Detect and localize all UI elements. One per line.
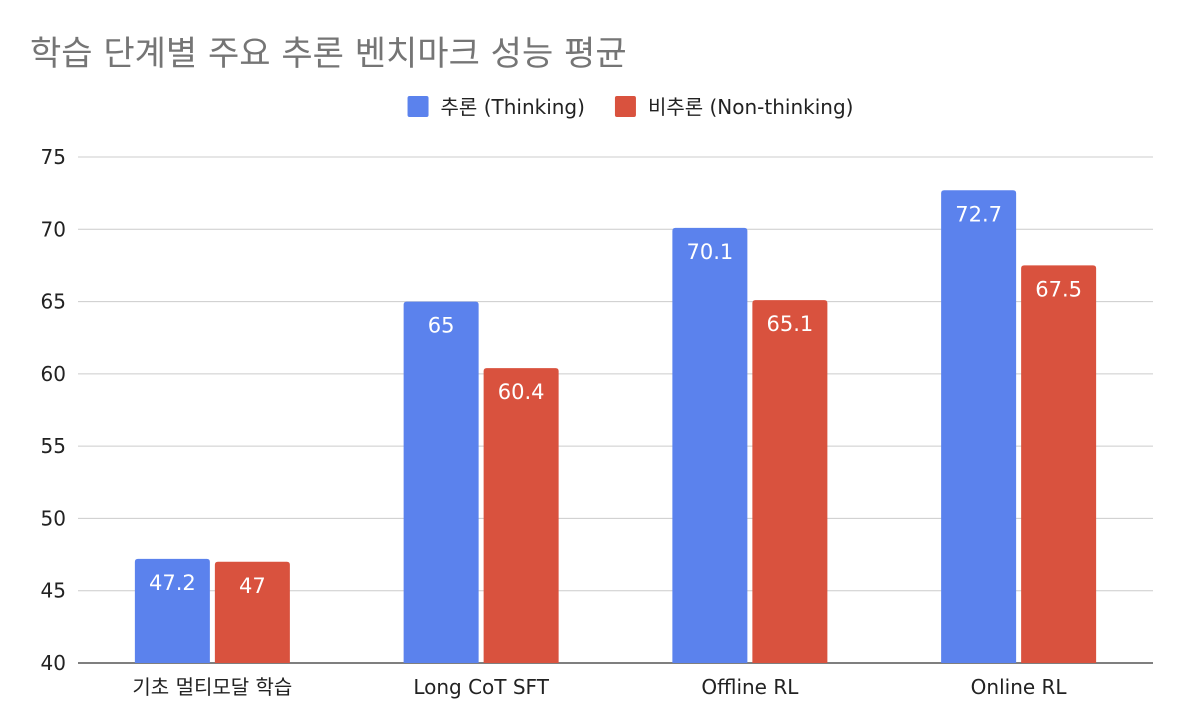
x-category-label: Long CoT SFT [413, 675, 549, 699]
legend-label: 추론 (Thinking) [441, 95, 585, 119]
legend-label: 비추론 (Non-thinking) [648, 95, 854, 119]
y-tick-label: 60 [41, 362, 66, 386]
x-category-label: Online RL [971, 675, 1068, 699]
x-category-label: Offline RL [701, 675, 799, 699]
bar [1021, 265, 1097, 663]
data-label: 47.2 [149, 571, 196, 595]
data-label: 65 [428, 314, 455, 338]
legend: 추론 (Thinking) 비추론 (Non-thinking) [407, 95, 854, 119]
y-tick-label: 65 [41, 290, 66, 314]
data-label: 72.7 [955, 202, 1002, 226]
bar [752, 300, 828, 663]
y-tick-label: 70 [41, 217, 66, 241]
legend-swatch [407, 96, 429, 117]
data-labels: 47.2 47 65 60.4 70.1 65.1 72.7 67.5 [149, 202, 1082, 598]
data-label: 70.1 [686, 240, 733, 264]
bar [403, 301, 479, 663]
y-axis-ticks: 40 45 50 55 60 65 70 75 [41, 145, 66, 675]
data-label: 60.4 [498, 380, 545, 404]
bar [672, 227, 748, 663]
x-axis-categories: 기초 멀티모달 학습 Long CoT SFT Offline RL Online R… [132, 675, 1067, 699]
x-category-label: 기초 멀티모달 학습 [132, 675, 292, 699]
data-label: 67.5 [1035, 277, 1082, 301]
bar [483, 368, 559, 663]
bar [134, 558, 210, 663]
data-label: 47 [239, 574, 266, 598]
legend-item: 추론 (Thinking) [407, 95, 585, 119]
bars [134, 190, 1097, 663]
legend-item: 비추론 (Non-thinking) [614, 95, 854, 119]
y-tick-label: 75 [41, 145, 66, 169]
y-tick-label: 40 [41, 651, 66, 675]
legend-swatch [614, 96, 636, 117]
y-tick-label: 50 [41, 506, 66, 530]
bar [941, 190, 1017, 663]
data-label: 65.1 [766, 312, 813, 336]
y-tick-label: 55 [41, 434, 66, 458]
bar [214, 561, 290, 663]
y-tick-label: 45 [41, 579, 66, 603]
chart-title: 학습 단계별 주요 추론 벤치마크 성능 평균 [30, 34, 627, 74]
